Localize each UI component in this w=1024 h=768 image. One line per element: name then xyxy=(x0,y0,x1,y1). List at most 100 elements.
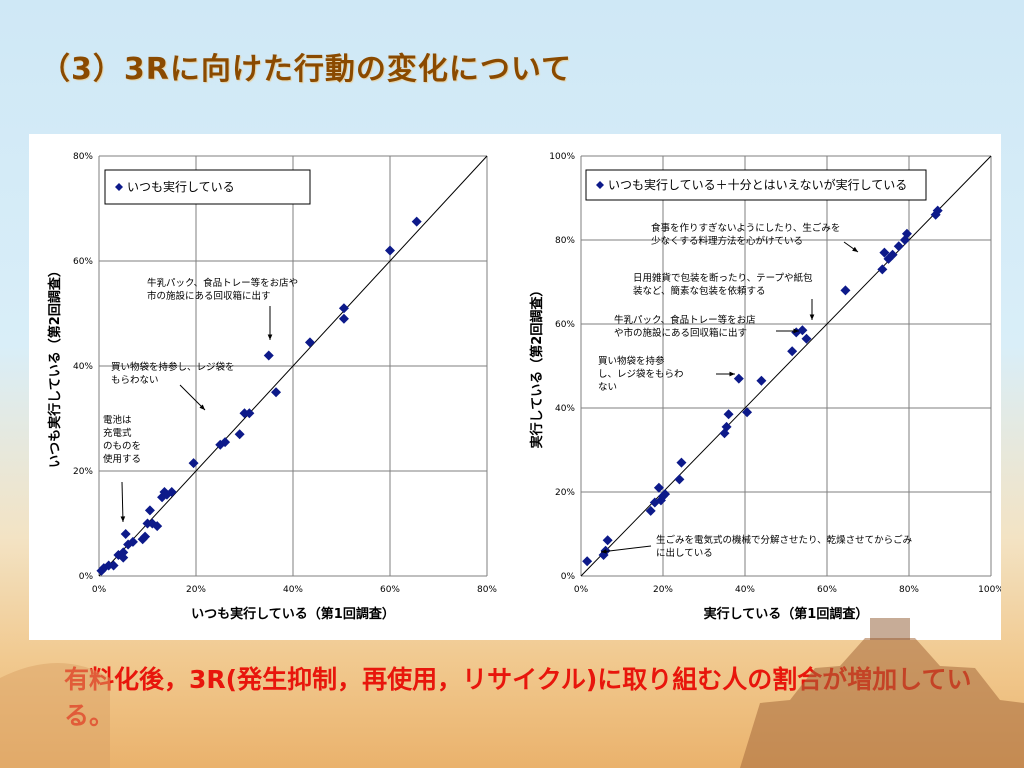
annotation-text: のものを xyxy=(103,441,141,452)
legend-label: いつも実行している＋十分とはいえないが実行している xyxy=(608,177,907,192)
annotation-arrow-head xyxy=(729,371,735,377)
gridlines xyxy=(580,155,992,577)
annotation-text: 牛乳パック、食品トレー等をお店 xyxy=(614,314,756,326)
y-tick-label: 20% xyxy=(73,467,93,477)
annotation-arrow-head xyxy=(601,549,607,554)
y-tick-label: 40% xyxy=(555,404,575,414)
annotation-text: 買い物袋を持参し、レジ袋を xyxy=(111,361,235,373)
legend-marker xyxy=(115,183,123,191)
annotation-text: 電池は xyxy=(103,414,132,426)
y-axis-title: 実行している（第2回調査） xyxy=(529,284,545,449)
annotation-arrow-head xyxy=(793,328,799,334)
annotation-arrow-head xyxy=(267,334,273,340)
data-point xyxy=(234,429,245,440)
x-tick-label: 60% xyxy=(380,585,400,595)
x-tick-label: 20% xyxy=(186,585,206,595)
data-point xyxy=(188,458,199,469)
y-tick-label: 60% xyxy=(73,257,93,267)
gridlines xyxy=(98,155,488,577)
annotation-text: 市の施設にある回収箱に出す xyxy=(147,290,271,302)
data-point xyxy=(385,245,395,256)
data-point xyxy=(108,560,119,571)
annotation-text: 使用する xyxy=(103,453,141,465)
legend-label: いつも実行している xyxy=(127,179,235,194)
legend-marker xyxy=(596,181,604,189)
annotation-text: 食事を作りすぎないようにしたり、生ごみを xyxy=(651,222,840,234)
data-point xyxy=(930,209,941,220)
diagonal-reference-line xyxy=(98,155,488,577)
y-tick-label: 80% xyxy=(555,236,575,246)
x-tick-label: 80% xyxy=(899,585,919,595)
legend: いつも実行している xyxy=(104,169,311,205)
annotation-arrow-line xyxy=(600,545,652,553)
annotation-text: 少なくする料理方法を心がけている xyxy=(651,235,803,247)
data-point xyxy=(166,487,177,497)
data-point xyxy=(676,457,687,468)
x-axis-title: 実行している（第1回調査） xyxy=(704,606,869,622)
y-axis-title: いつも実行している（第2回調査） xyxy=(47,264,63,468)
annotation-text: 充電式 xyxy=(103,427,132,439)
data-point xyxy=(899,235,910,245)
x-tick-label: 60% xyxy=(817,585,837,595)
y-tick-label: 80% xyxy=(73,152,93,162)
data-point xyxy=(338,313,349,324)
annotation-text: 買い物袋を持参 xyxy=(598,355,665,367)
data-point xyxy=(140,531,151,542)
annotation-text: もらわない xyxy=(111,375,159,386)
data-point xyxy=(144,505,155,516)
annotation-text: や市の施設にある回収箱に出す xyxy=(614,327,747,339)
data-point xyxy=(723,409,734,420)
x-tick-label: 100% xyxy=(978,585,1001,595)
data-point xyxy=(127,536,138,547)
legend: いつも実行している＋十分とはいえないが実行している xyxy=(585,169,927,201)
annotation-arrow-head xyxy=(199,404,205,410)
annotation-text: 装など、簡素な包装を依頼する xyxy=(633,285,766,297)
diagonal-reference-line xyxy=(580,155,992,577)
x-axis-title: いつも実行している（第1回調査） xyxy=(191,606,395,622)
y-tick-label: 100% xyxy=(549,152,575,162)
y-tick-label: 0% xyxy=(561,572,576,582)
x-tick-label: 80% xyxy=(477,585,497,595)
left-scatter-chart: 0% 20% 40% 60% 80% 0% 20% 40% 60% 80% いつも実行している（第1… xyxy=(47,152,497,622)
data-point xyxy=(304,337,315,348)
annotation-text: に出している xyxy=(656,547,713,559)
data-point xyxy=(742,407,753,418)
data-point xyxy=(840,285,851,296)
data-point xyxy=(271,387,282,398)
annotation-arrow-head xyxy=(120,516,126,522)
x-tick-label: 40% xyxy=(283,585,303,595)
y-tick-label: 0% xyxy=(79,572,94,582)
data-point xyxy=(263,350,274,361)
data-point xyxy=(602,535,613,546)
data-point xyxy=(883,253,894,264)
conclusion-text: 有料化後，3R(発生抑制，再使用，リサイクル)に取り組む人の割合が増加している。 xyxy=(64,665,972,730)
annotation-text: し、レジ袋をもらわ xyxy=(598,368,684,380)
data-point xyxy=(152,521,163,532)
data-point xyxy=(801,333,812,344)
annotation-arrow-line xyxy=(179,384,206,411)
annotation-arrow-head xyxy=(809,314,815,320)
legend-box xyxy=(104,169,311,205)
data-point xyxy=(244,408,255,419)
slide-title: （3）3Rに向けた行動の変化について xyxy=(40,52,572,87)
data-point xyxy=(118,552,129,563)
data-point xyxy=(877,264,888,275)
x-tick-label: 0% xyxy=(92,585,107,595)
data-point xyxy=(220,437,231,448)
annotation-text: 生ごみを電気式の機械で分解させたり、乾燥させてからごみ xyxy=(656,534,912,546)
annotation-arrow-line xyxy=(121,481,124,523)
data-point xyxy=(893,241,904,252)
x-tick-label: 40% xyxy=(735,585,755,595)
legend-box xyxy=(585,169,927,201)
data-point xyxy=(411,216,422,227)
data-point xyxy=(733,373,744,384)
data-point xyxy=(655,495,666,506)
data-point xyxy=(756,375,767,386)
